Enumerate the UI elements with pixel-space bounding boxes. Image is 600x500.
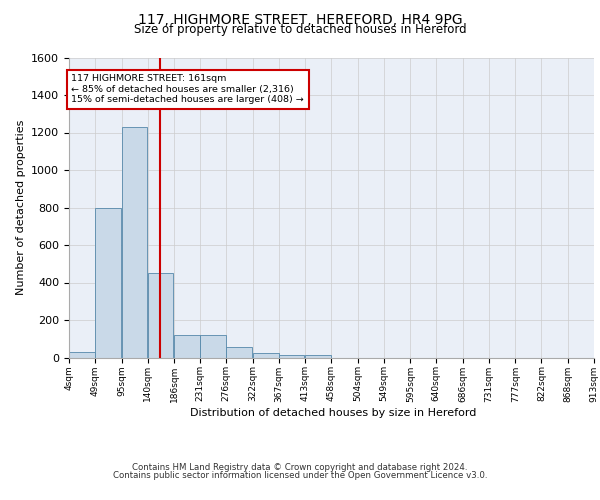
Bar (122, 127, 148, 358)
Bar (174, 335, 200, 357)
Text: 117 HIGHMORE STREET: 161sqm
← 85% of detached houses are smaller (2,316)
15% of : 117 HIGHMORE STREET: 161sqm ← 85% of det… (71, 74, 304, 104)
Bar (95, 208, 121, 358)
Y-axis label: Number of detached properties: Number of detached properties (16, 120, 26, 295)
Text: 117, HIGHMORE STREET, HEREFORD, HR4 9PG: 117, HIGHMORE STREET, HEREFORD, HR4 9PG (137, 12, 463, 26)
Text: Distribution of detached houses by size in Hereford: Distribution of detached houses by size … (190, 408, 476, 418)
Bar (226, 347, 252, 358)
Text: Size of property relative to detached houses in Hereford: Size of property relative to detached ho… (134, 22, 466, 36)
Bar (305, 354, 331, 358)
Text: Contains public sector information licensed under the Open Government Licence v3: Contains public sector information licen… (113, 471, 487, 480)
Text: Contains HM Land Registry data © Crown copyright and database right 2024.: Contains HM Land Registry data © Crown c… (132, 462, 468, 471)
Bar (148, 273, 173, 357)
Bar (69, 352, 95, 358)
Bar (253, 353, 278, 358)
Bar (200, 335, 226, 357)
Bar (279, 354, 304, 358)
